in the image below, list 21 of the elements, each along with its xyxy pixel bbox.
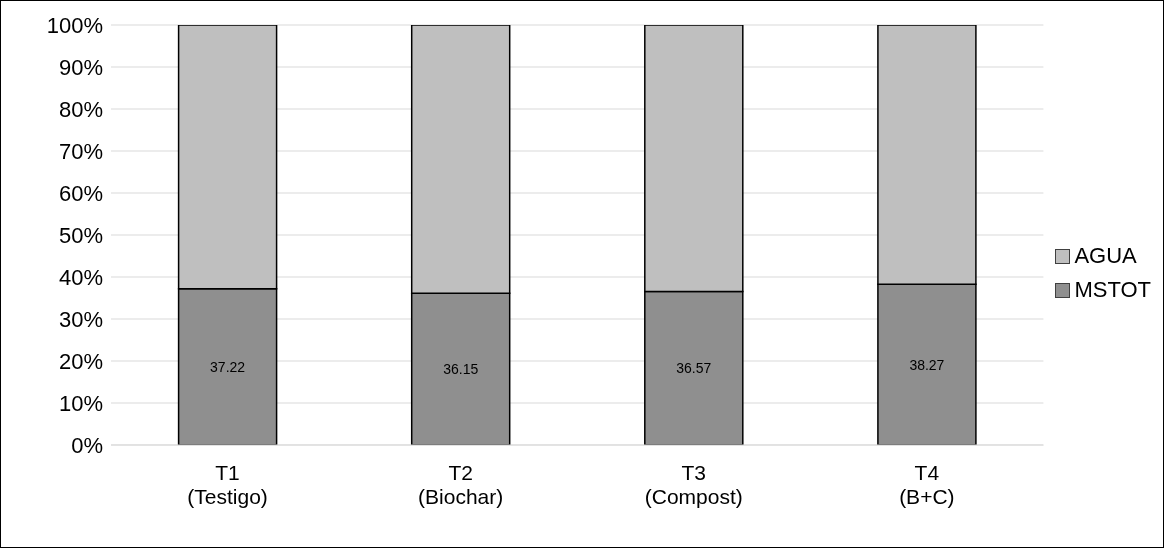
data-label: 37.22 [210, 358, 246, 375]
data-label: 36.57 [676, 360, 712, 377]
legend-label: MSTOT [1074, 277, 1151, 303]
data-label: 36.15 [443, 361, 479, 378]
x-tick-label: T2 (Biochar) [418, 460, 504, 509]
y-tick-label: 100% [46, 12, 103, 38]
y-tick-label: 80% [58, 96, 103, 122]
y-tick-label: 90% [58, 54, 103, 80]
y-tick-label: 30% [58, 306, 103, 332]
x-tick-label: T3 (Compost) [644, 460, 743, 509]
y-tick-label: 0% [71, 432, 103, 458]
y-tick-label: 50% [58, 222, 103, 248]
y-tick-label: 20% [58, 348, 103, 374]
x-tick-label: T1 (Testigo) [187, 460, 268, 509]
y-tick-label: 10% [58, 390, 103, 416]
y-tick-label: 60% [58, 180, 103, 206]
legend-label: AGUA [1074, 243, 1137, 269]
y-tick-label: 70% [58, 138, 103, 164]
data-label: 38.27 [909, 356, 945, 373]
x-tick-label: T4 (B+C) [899, 460, 955, 509]
y-tick-label: 40% [58, 264, 103, 290]
